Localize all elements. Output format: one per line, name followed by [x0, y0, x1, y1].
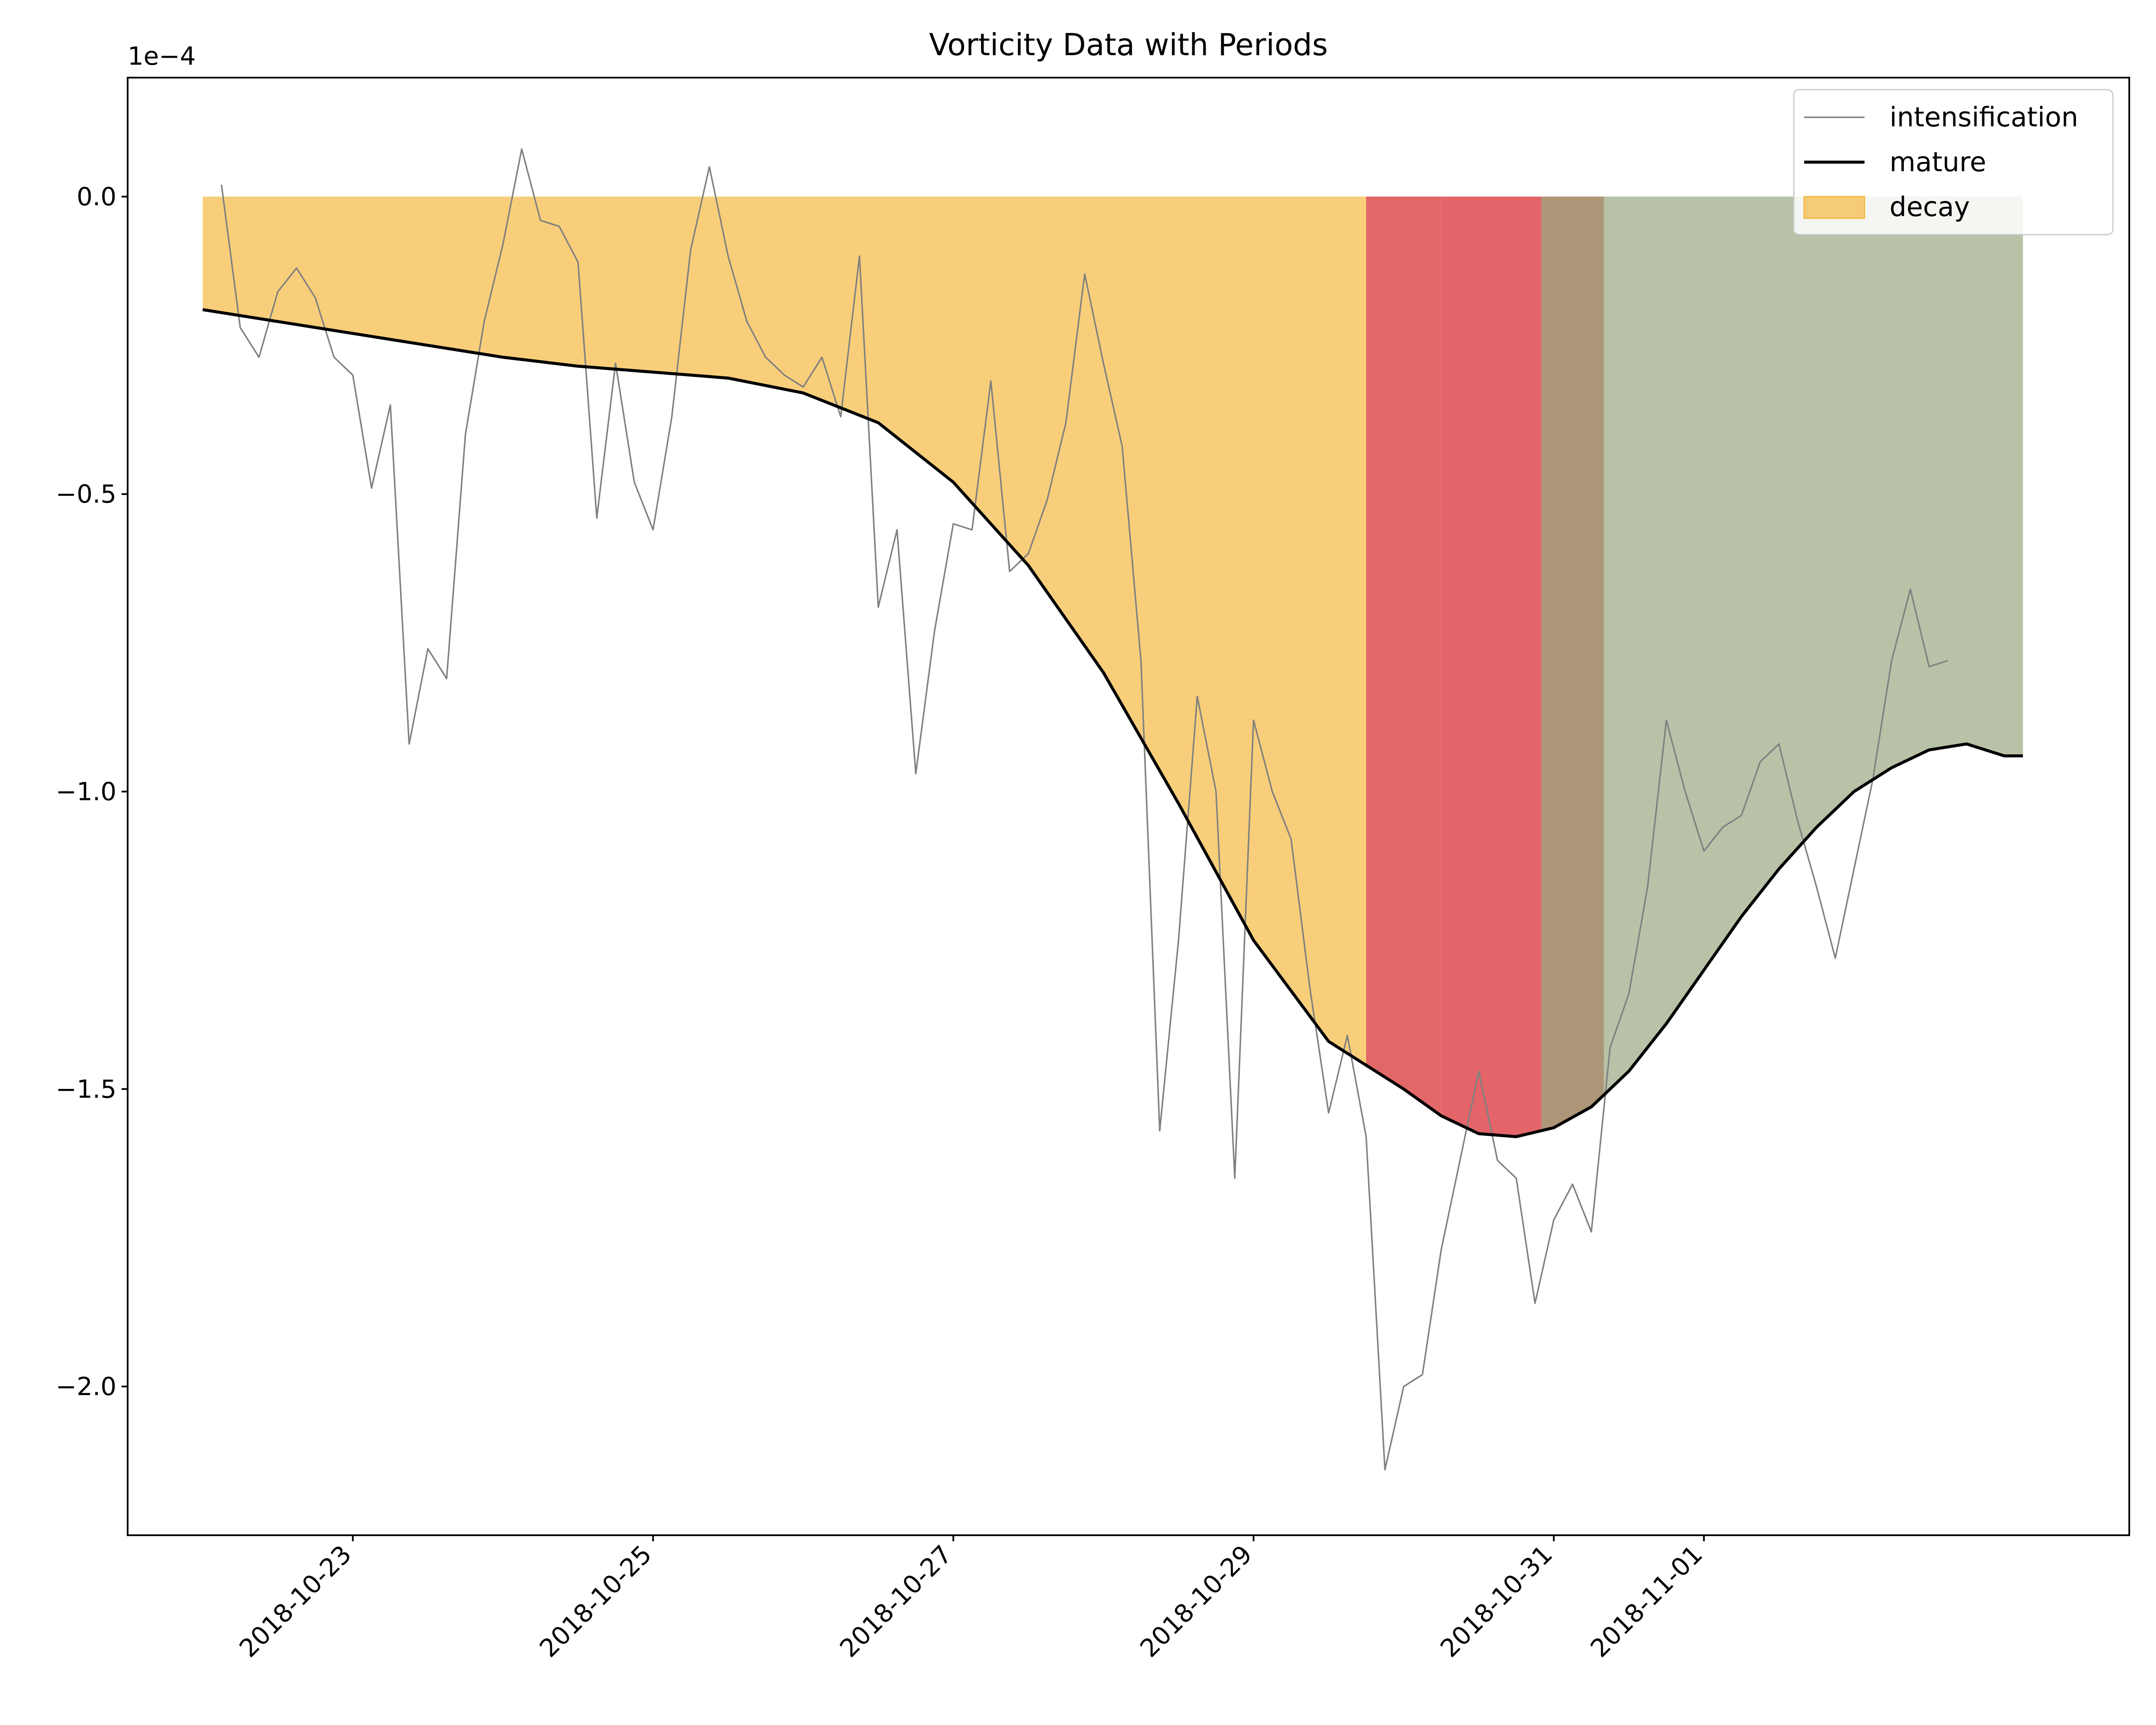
y-tick-label: −1.0: [56, 777, 116, 806]
period-band-5: [1604, 196, 2023, 1095]
period-bands: [203, 196, 2023, 1137]
series-lines: [202, 148, 2023, 1471]
period-band-1: [203, 196, 1366, 1066]
legend-label-intensification: intensification: [1890, 101, 2078, 133]
legend-box: [1793, 89, 2114, 235]
legend-label-decay: decay: [1890, 191, 1970, 223]
legend-label-mature: mature: [1890, 146, 1986, 178]
y-tick-label: −2.0: [56, 1372, 116, 1401]
y-tick-label: 0.0: [77, 182, 116, 211]
y-tick-label: −1.5: [56, 1074, 116, 1104]
series-intensification-line: [220, 148, 1948, 1471]
period-band-2: [1366, 196, 1442, 1116]
series-mature-line: [202, 308, 2023, 1138]
period-band-3: [1441, 196, 1542, 1137]
y-tick-label: −0.5: [56, 480, 116, 509]
y-offset-label: 1e−4: [128, 41, 196, 71]
legend: intensification mature decay: [1793, 89, 2114, 235]
plot-frame: [127, 77, 2130, 1536]
chart-title: Vorticity Data with Periods: [929, 27, 1328, 63]
legend-swatch-decay: [1803, 196, 1865, 219]
period-band-4: [1541, 196, 1604, 1131]
